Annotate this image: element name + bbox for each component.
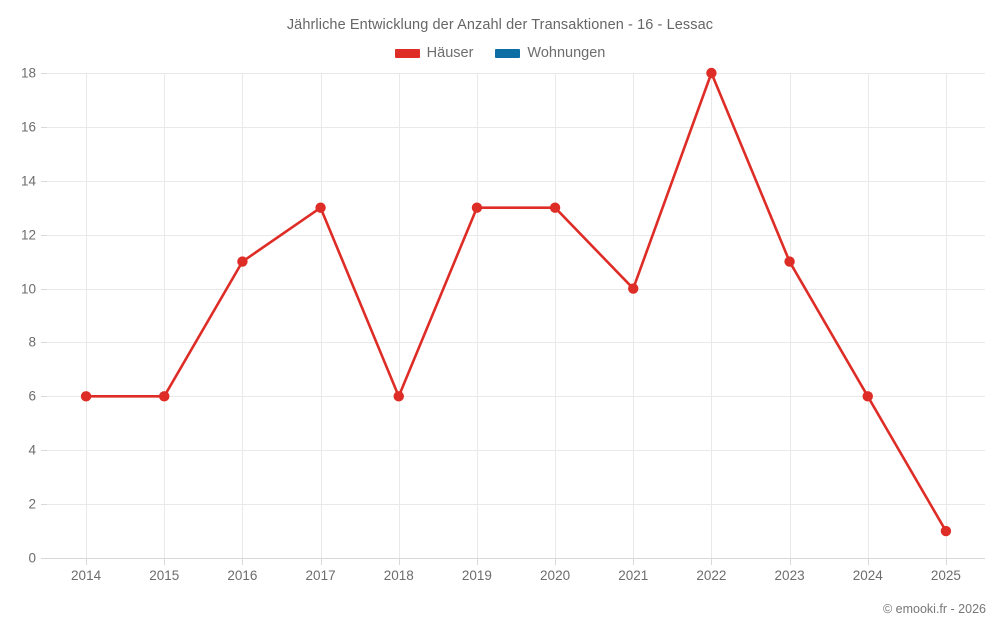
x-tick-mark <box>555 558 557 565</box>
chart-title: Jährliche Entwicklung der Anzahl der Tra… <box>286 17 714 33</box>
chart-legend: Häuser Wohnungen <box>0 45 1000 61</box>
gridline-horizontal <box>47 180 985 182</box>
x-tick-label: 2020 <box>540 568 571 583</box>
plot-area <box>47 73 985 558</box>
y-tick-label: 8 <box>28 334 36 350</box>
gridline-horizontal <box>47 342 985 344</box>
y-tick-label: 10 <box>20 281 36 297</box>
x-tick-label: 2017 <box>305 568 336 583</box>
y-tick-label: 4 <box>28 442 36 458</box>
x-tick-mark <box>320 558 322 565</box>
x-tick-mark <box>867 558 869 565</box>
x-tick-mark <box>398 558 400 565</box>
legend-swatch-wohnungen <box>495 48 521 58</box>
y-tick-mark <box>41 450 47 452</box>
gridline-vertical <box>945 73 947 558</box>
x-tick-label: 2023 <box>774 568 805 583</box>
y-tick-label: 18 <box>20 65 36 81</box>
y-tick-mark <box>41 126 47 128</box>
legend-item-wohnungen[interactable]: Wohnungen <box>495 45 605 61</box>
gridline-vertical <box>242 73 244 558</box>
y-tick-mark <box>41 342 47 344</box>
x-tick-label: 2014 <box>71 568 102 583</box>
y-tick-label: 2 <box>28 496 36 512</box>
y-tick-label: 16 <box>20 119 36 135</box>
x-tick-mark <box>945 558 947 565</box>
x-axis-line <box>47 558 985 559</box>
x-tick-mark <box>633 558 635 565</box>
gridline-vertical <box>164 73 166 558</box>
gridline-vertical <box>86 73 88 558</box>
x-tick-mark <box>242 558 244 565</box>
chart-credit: © emooki.fr - 2026 <box>882 602 986 616</box>
y-tick-mark <box>41 288 47 290</box>
gridline-vertical <box>555 73 557 558</box>
x-tick-label: 2021 <box>618 568 649 583</box>
gridline-horizontal <box>47 73 985 74</box>
y-tick-mark <box>41 234 47 236</box>
x-tick-label: 2015 <box>149 568 180 583</box>
gridline-vertical <box>711 73 713 558</box>
x-tick-mark <box>789 558 791 565</box>
gridline-horizontal <box>47 450 985 452</box>
y-tick-label: 12 <box>20 227 36 243</box>
legend-label-hauser: Häuser <box>426 45 474 61</box>
legend-item-hauser[interactable]: Häuser <box>394 45 474 61</box>
gridline-vertical <box>867 73 869 558</box>
x-tick-mark <box>164 558 166 565</box>
gridline-horizontal <box>47 504 985 506</box>
x-tick-label: 2025 <box>930 568 961 583</box>
legend-swatch-hauser <box>394 48 420 58</box>
y-tick-mark <box>41 396 47 398</box>
x-tick-mark <box>476 558 478 565</box>
x-tick-mark <box>86 558 88 565</box>
y-tick-mark <box>41 504 47 506</box>
gridline-vertical <box>633 73 635 558</box>
x-tick-label: 2018 <box>383 568 414 583</box>
x-tick-mark <box>711 558 713 565</box>
x-tick-label: 2019 <box>461 568 492 583</box>
x-tick-label: 2022 <box>696 568 727 583</box>
gridline-horizontal <box>47 396 985 398</box>
y-tick-mark <box>41 180 47 182</box>
gridline-vertical <box>476 73 478 558</box>
gridline-vertical <box>320 73 322 558</box>
x-tick-label: 2016 <box>227 568 258 583</box>
y-tick-label: 0 <box>28 550 36 566</box>
y-tick-label: 14 <box>20 173 36 189</box>
x-tick-label: 2024 <box>852 568 883 583</box>
gridline-vertical <box>789 73 791 558</box>
y-tick-mark <box>41 73 47 74</box>
gridline-horizontal <box>47 234 985 236</box>
y-tick-label: 6 <box>28 388 36 404</box>
legend-label-wohnungen: Wohnungen <box>527 45 606 61</box>
gridline-vertical <box>398 73 400 558</box>
gridline-horizontal <box>47 126 985 128</box>
y-tick-mark <box>41 558 47 559</box>
gridline-horizontal <box>47 288 985 290</box>
